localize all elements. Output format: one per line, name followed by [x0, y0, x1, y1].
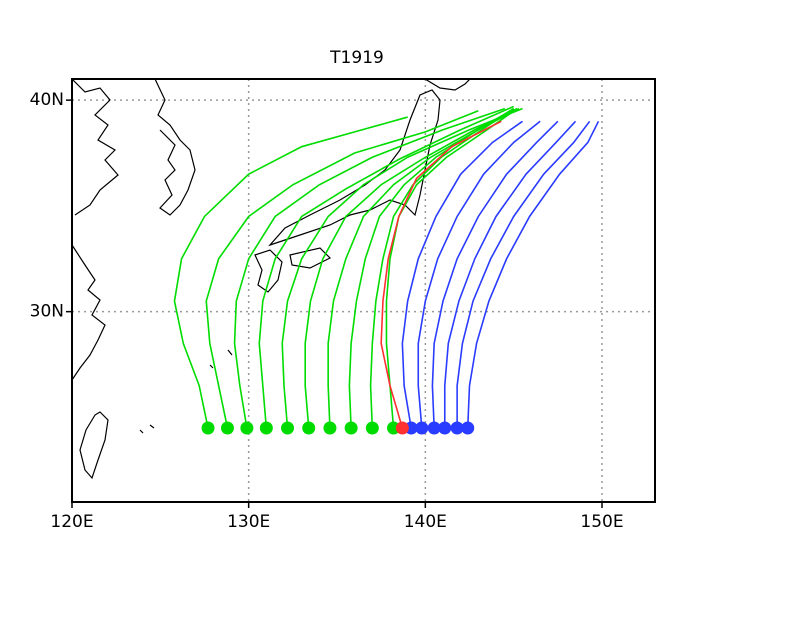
track	[173, 116, 408, 429]
start-point	[450, 421, 464, 435]
track	[369, 107, 515, 429]
korea	[154, 79, 196, 216]
track	[456, 120, 591, 428]
track	[401, 120, 523, 429]
track	[205, 109, 479, 429]
y-tick-label: 40N	[30, 90, 64, 110]
track	[258, 105, 514, 429]
track	[417, 120, 541, 429]
track	[327, 107, 515, 429]
start-point	[427, 421, 441, 435]
x-tick-label: 120E	[50, 512, 93, 532]
start-point	[395, 421, 409, 435]
shikoku	[289, 247, 332, 269]
taiwan	[79, 411, 109, 480]
track	[385, 107, 518, 429]
track	[431, 120, 559, 429]
start-points	[201, 421, 475, 435]
start-point	[438, 421, 452, 435]
x-tick-label: 150E	[580, 512, 623, 532]
tracks	[173, 105, 600, 429]
china-coast	[72, 79, 119, 381]
track	[466, 120, 600, 429]
x-tick-label: 130E	[227, 512, 270, 532]
track	[304, 107, 518, 429]
start-point	[461, 421, 475, 435]
plot-frame	[71, 78, 656, 503]
map-title: T1919	[329, 48, 384, 68]
hokkaido	[424, 79, 471, 91]
track	[281, 107, 523, 429]
kyushu	[254, 249, 283, 293]
start-point	[365, 421, 379, 435]
start-point	[302, 421, 316, 435]
start-point	[240, 421, 254, 435]
track	[233, 107, 506, 429]
track	[380, 120, 502, 429]
start-point	[259, 421, 273, 435]
start-point	[281, 421, 295, 435]
track	[443, 120, 577, 428]
start-point	[344, 421, 358, 435]
y-tick-label: 30N	[30, 302, 64, 322]
start-point	[323, 421, 337, 435]
x-tick-label: 140E	[404, 512, 447, 532]
start-point	[415, 421, 429, 435]
start-point	[201, 421, 215, 435]
start-point	[220, 421, 234, 435]
okinawa	[139, 349, 233, 434]
